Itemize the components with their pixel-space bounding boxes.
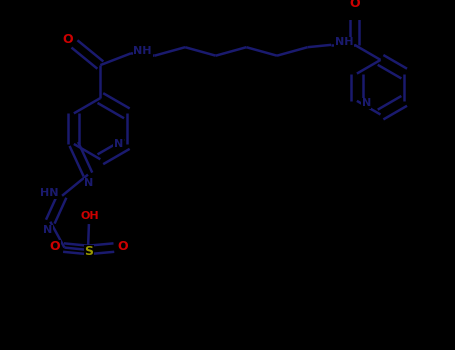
Text: N: N <box>362 98 371 108</box>
Text: O: O <box>50 240 61 253</box>
Text: OH: OH <box>81 211 99 220</box>
Text: N: N <box>84 178 94 188</box>
Text: O: O <box>62 33 73 46</box>
Text: N: N <box>114 139 123 149</box>
Text: HN: HN <box>40 188 58 198</box>
Text: S: S <box>85 245 93 258</box>
Text: N: N <box>43 225 53 235</box>
Text: O: O <box>349 0 360 10</box>
Text: O: O <box>117 240 128 253</box>
Text: NH: NH <box>335 37 354 48</box>
Text: NH: NH <box>133 46 152 56</box>
